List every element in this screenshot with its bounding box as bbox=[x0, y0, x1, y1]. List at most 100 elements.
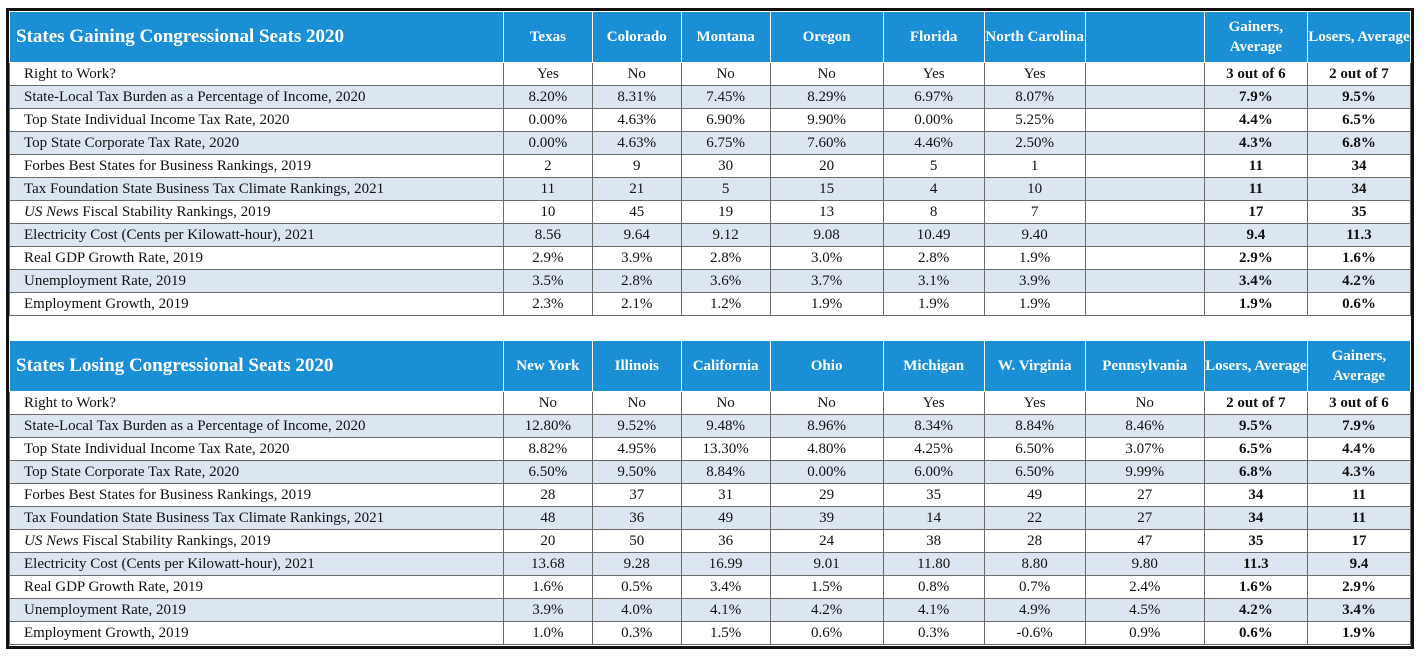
table-cell: 2.8% bbox=[680, 246, 771, 270]
table-cell: 0.00% bbox=[502, 131, 593, 155]
table-row: Real GDP Growth Rate, 2019 1.6% 0.5% 3.4% 1.… bbox=[9, 575, 1411, 599]
table-cell bbox=[1084, 62, 1205, 86]
average-cell: 9.4 bbox=[1306, 552, 1411, 576]
table-cell: 38 bbox=[882, 529, 985, 553]
table-cell: 6.90% bbox=[680, 108, 771, 132]
table-cell: 13 bbox=[769, 200, 884, 224]
table-cell: 4.63% bbox=[591, 131, 682, 155]
table-cell: 9.01 bbox=[769, 552, 884, 576]
table-cell: 1.0% bbox=[502, 621, 593, 645]
average-cell: 9.5% bbox=[1203, 414, 1308, 438]
average-cell: 3.4% bbox=[1306, 598, 1411, 622]
table-cell: 0.7% bbox=[983, 575, 1086, 599]
average-cell: 3 out of 6 bbox=[1306, 391, 1411, 415]
table-cell: 0.9% bbox=[1084, 621, 1205, 645]
average-cell: 35 bbox=[1203, 529, 1308, 553]
table-cell: 6.00% bbox=[882, 460, 985, 484]
average-cell: 4.4% bbox=[1203, 108, 1308, 132]
table-cell: 2 bbox=[502, 154, 593, 178]
gaining-state-header: Oregon bbox=[769, 11, 884, 63]
table-cell: 20 bbox=[769, 154, 884, 178]
average-cell: 2 out of 7 bbox=[1306, 62, 1411, 86]
losing-section-title: States Losing Congressional Seats 2020 bbox=[9, 340, 504, 392]
table-cell: 8.96% bbox=[769, 414, 884, 438]
row-label: Top State Corporate Tax Rate, 2020 bbox=[9, 460, 504, 484]
row-label: Forbes Best States for Business Rankings… bbox=[9, 154, 504, 178]
table-cell: No bbox=[1084, 391, 1205, 415]
table-cell: 4.1% bbox=[680, 598, 771, 622]
average-cell: 4.3% bbox=[1203, 131, 1308, 155]
table-row: US News Fiscal Stability Rankings, 2019 1… bbox=[9, 200, 1411, 224]
row-label: State-Local Tax Burden as a Percentage o… bbox=[9, 414, 504, 438]
table-cell: 4.63% bbox=[591, 108, 682, 132]
table-cell: 4.9% bbox=[983, 598, 1086, 622]
average-cell: 17 bbox=[1306, 529, 1411, 553]
average-cell: 0.6% bbox=[1203, 621, 1308, 645]
table-cell: 8.34% bbox=[882, 414, 985, 438]
average-cell: 34 bbox=[1203, 483, 1308, 507]
losing-header-row: States Losing Congressional Seats 2020 Ne… bbox=[9, 340, 1411, 392]
table-cell: No bbox=[591, 391, 682, 415]
table-cell: 3.7% bbox=[769, 269, 884, 293]
average-cell: 4.3% bbox=[1306, 460, 1411, 484]
table-cell: No bbox=[769, 391, 884, 415]
table-cell: 7.45% bbox=[680, 85, 771, 109]
table-cell: 9.40 bbox=[983, 223, 1086, 247]
average-cell: 7.9% bbox=[1306, 414, 1411, 438]
row-label: Forbes Best States for Business Rankings… bbox=[9, 483, 504, 507]
table-cell: 3.0% bbox=[769, 246, 884, 270]
table-cell: 9.99% bbox=[1084, 460, 1205, 484]
table-cell: 28 bbox=[502, 483, 593, 507]
table-cell: 11.80 bbox=[882, 552, 985, 576]
row-label: Top State Individual Income Tax Rate, 20… bbox=[9, 108, 504, 132]
table-cell: 3.9% bbox=[983, 269, 1086, 293]
table-cell: 8 bbox=[882, 200, 985, 224]
table-cell: 35 bbox=[882, 483, 985, 507]
table-cell: 8.84% bbox=[680, 460, 771, 484]
table-cell: 50 bbox=[591, 529, 682, 553]
average-cell: 1.6% bbox=[1306, 246, 1411, 270]
table-cell: 6.50% bbox=[983, 460, 1086, 484]
table-row: Top State Individual Income Tax Rate, 20… bbox=[9, 108, 1411, 132]
table-cell: 8.82% bbox=[502, 437, 593, 461]
table-row: Electricity Cost (Cents per Kilowatt-hou… bbox=[9, 223, 1411, 247]
row-label-text: Fiscal Stability Rankings, 2019 bbox=[78, 204, 271, 220]
table-cell: 7.60% bbox=[769, 131, 884, 155]
table-row: US News Fiscal Stability Rankings, 2019 2… bbox=[9, 529, 1411, 553]
table-cell: 11 bbox=[502, 177, 593, 201]
average-cell: 11.3 bbox=[1306, 223, 1411, 247]
row-label: US News Fiscal Stability Rankings, 2019 bbox=[9, 200, 504, 224]
table-cell: 3.1% bbox=[882, 269, 985, 293]
average-cell: 11.3 bbox=[1203, 552, 1308, 576]
average-cell: 34 bbox=[1306, 154, 1411, 178]
average-cell: 6.5% bbox=[1306, 108, 1411, 132]
row-label: Unemployment Rate, 2019 bbox=[9, 598, 504, 622]
average-cell: 6.8% bbox=[1306, 131, 1411, 155]
row-label: Right to Work? bbox=[9, 62, 504, 86]
table-cell: 1.9% bbox=[882, 292, 985, 316]
table-cell: 3.9% bbox=[591, 246, 682, 270]
average-cell: 7.9% bbox=[1203, 85, 1308, 109]
average-cell: 17 bbox=[1203, 200, 1308, 224]
table-cell: 1.6% bbox=[502, 575, 593, 599]
table-cell: 8.31% bbox=[591, 85, 682, 109]
gaining-state-header: Florida bbox=[882, 11, 985, 63]
table-cell: 27 bbox=[1084, 483, 1205, 507]
table-cell: 36 bbox=[591, 506, 682, 530]
table-cell: 4.46% bbox=[882, 131, 985, 155]
average-cell: 11 bbox=[1306, 483, 1411, 507]
table-cell: 1.9% bbox=[983, 292, 1086, 316]
gaining-section-title: States Gaining Congressional Seats 2020 bbox=[9, 11, 504, 63]
row-label: Electricity Cost (Cents per Kilowatt-hou… bbox=[9, 552, 504, 576]
row-label: Employment Growth, 2019 bbox=[9, 292, 504, 316]
table-cell: 6.50% bbox=[502, 460, 593, 484]
row-label: Employment Growth, 2019 bbox=[9, 621, 504, 645]
table-cell: 5.25% bbox=[983, 108, 1086, 132]
table-cell: 9.48% bbox=[680, 414, 771, 438]
table-cell: 4.1% bbox=[882, 598, 985, 622]
table-cell: 9 bbox=[591, 154, 682, 178]
gaining-average-header: Gainers, Average bbox=[1203, 11, 1308, 63]
table-cell bbox=[1084, 200, 1205, 224]
table-row: Unemployment Rate, 2019 3.5% 2.8% 3.6% 3.7% 3… bbox=[9, 269, 1411, 293]
